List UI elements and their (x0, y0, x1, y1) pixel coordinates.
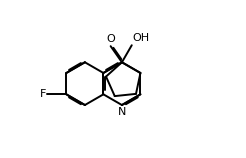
Text: O: O (106, 34, 115, 44)
Text: N: N (118, 107, 126, 117)
Text: F: F (40, 89, 46, 99)
Text: OH: OH (133, 33, 150, 43)
